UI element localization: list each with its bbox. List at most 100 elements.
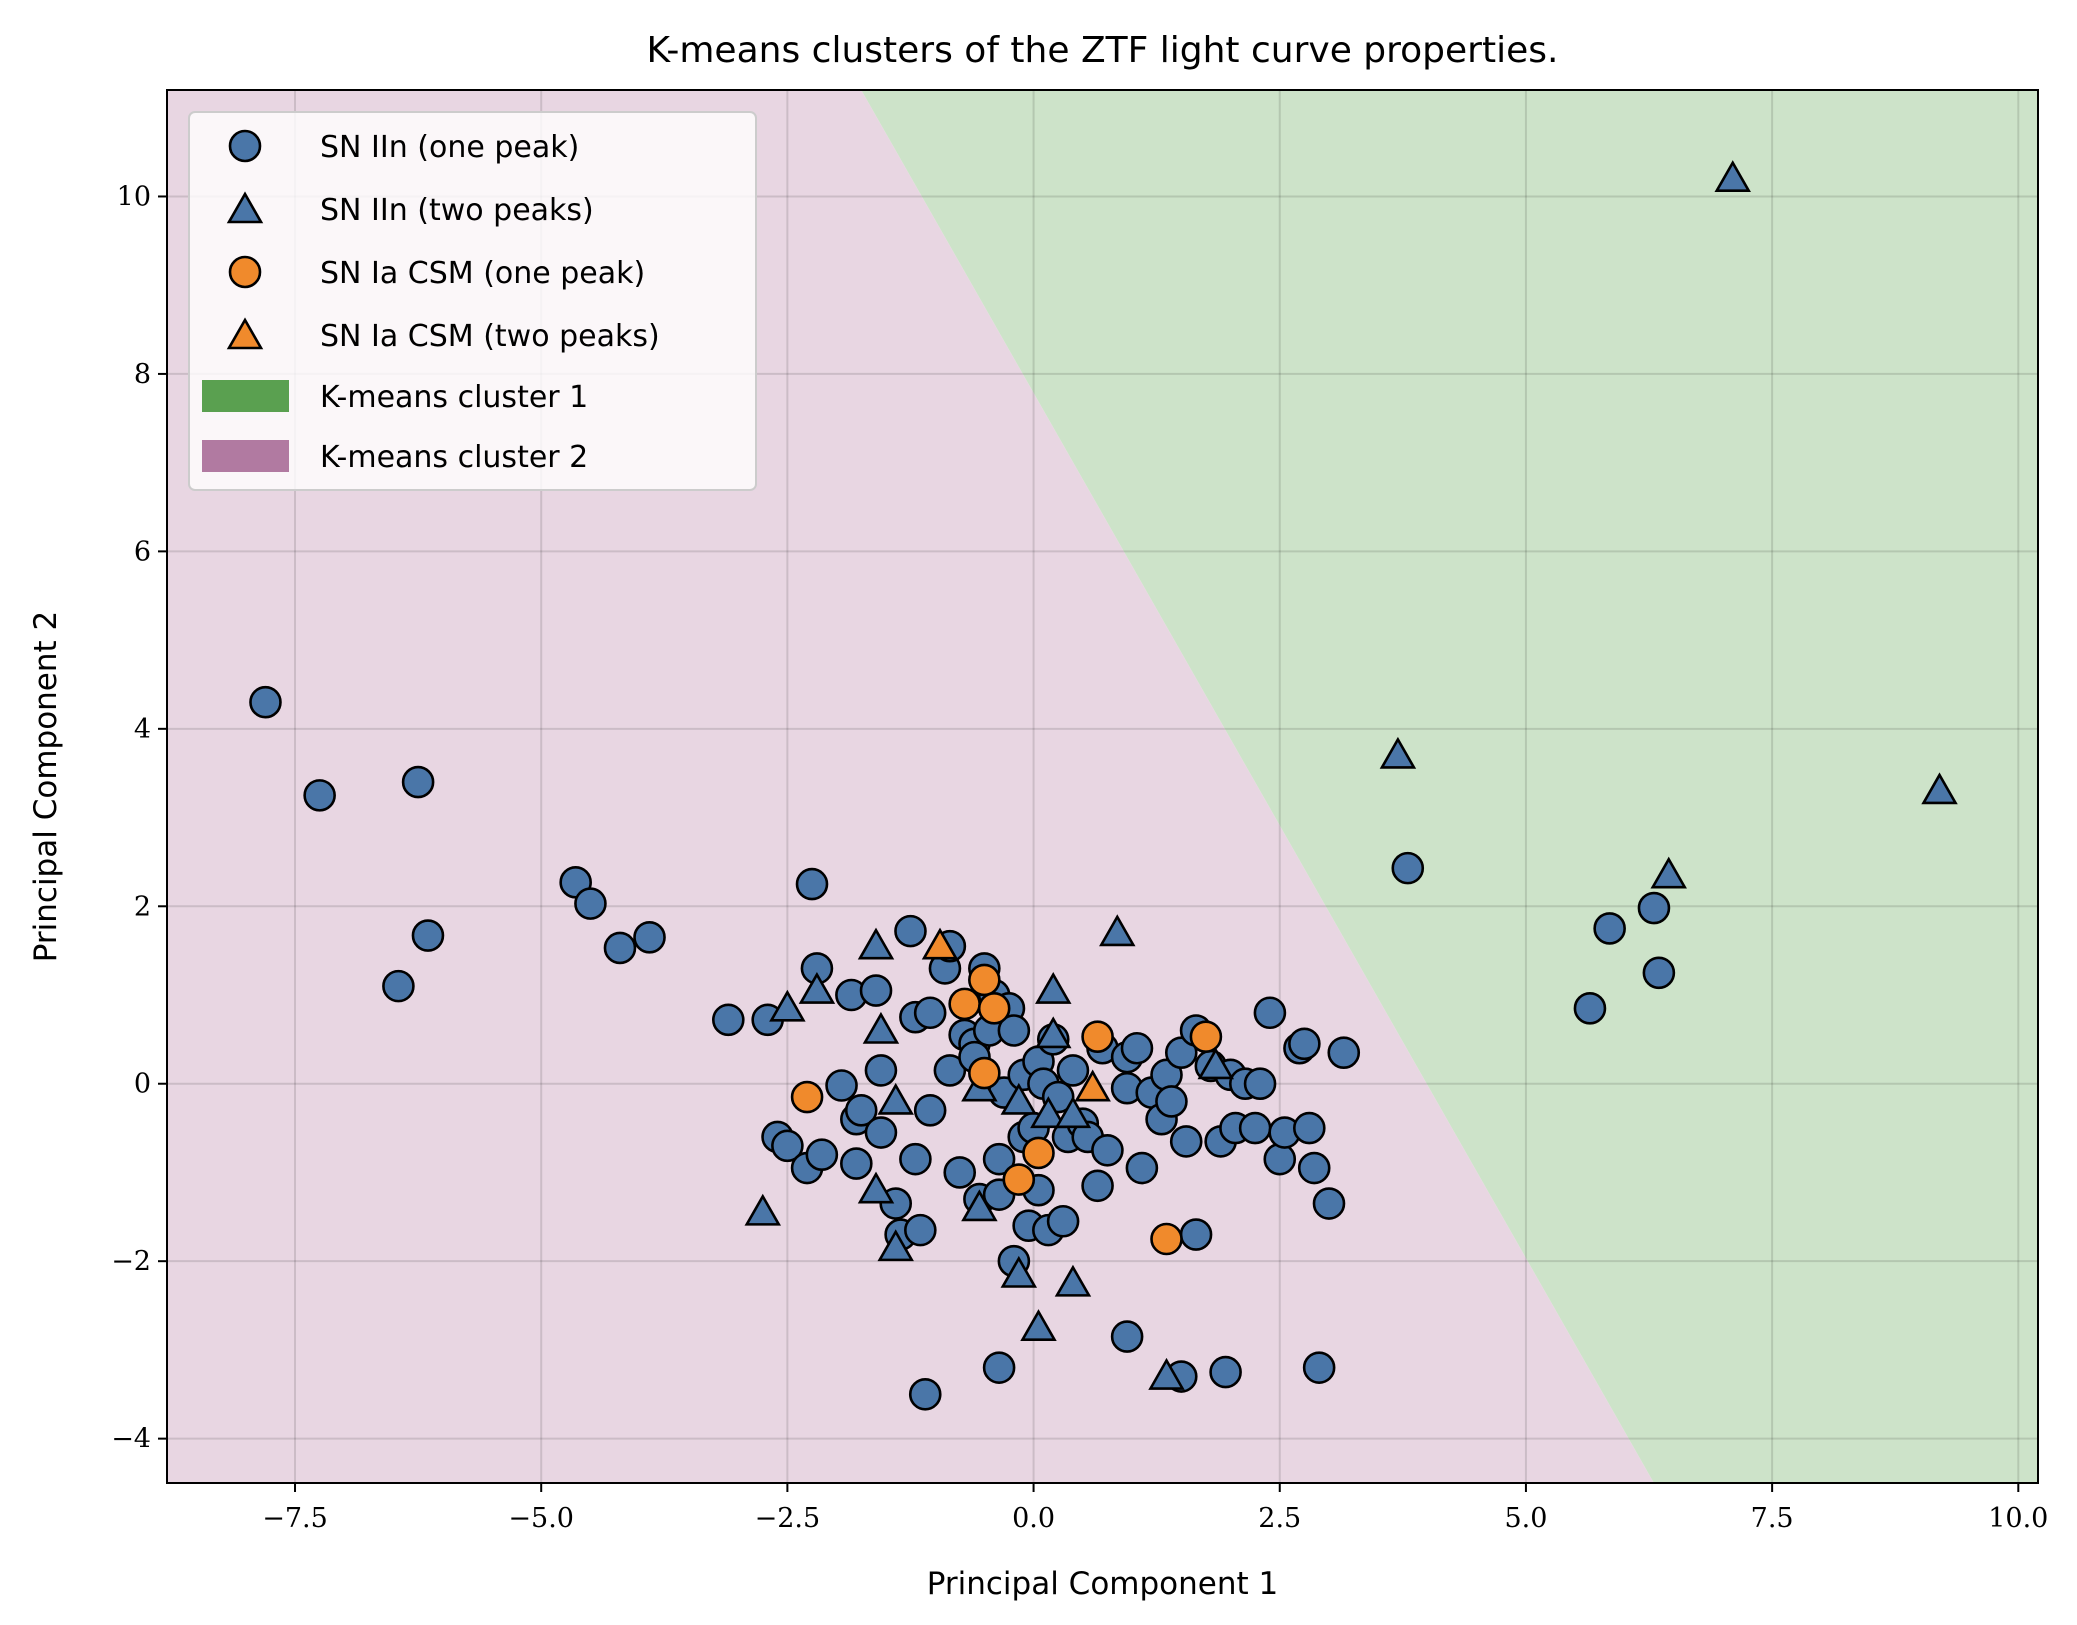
data-point <box>1081 1020 1114 1054</box>
data-point <box>844 1094 878 1127</box>
data-point <box>1312 1187 1346 1220</box>
data-point <box>1056 1054 1090 1087</box>
data-point <box>1091 1133 1124 1167</box>
data-point <box>1164 1036 1198 1069</box>
data-point <box>603 931 637 965</box>
y-tick-label: 6 <box>134 536 151 567</box>
data-point <box>1179 1218 1213 1251</box>
legend: SN IIn (one peak) SN IIn (two peaks) SN Ia… <box>188 111 757 491</box>
data-point <box>1243 1067 1277 1101</box>
data-point <box>1593 912 1626 945</box>
data-point <box>1238 1111 1272 1145</box>
x-tick-label: 10.0 <box>1988 1503 2048 1534</box>
data-point <box>1379 736 1417 769</box>
data-point <box>1035 971 1072 1004</box>
data-point <box>864 1116 898 1149</box>
data-point <box>1120 1031 1154 1065</box>
data-point <box>633 921 666 954</box>
data-point <box>1189 1020 1223 1054</box>
data-point <box>894 914 927 948</box>
data-point <box>968 963 1001 997</box>
data-point <box>1921 772 1958 805</box>
data-point <box>744 1193 782 1226</box>
x-axis: −7.5 −5.0 −2.5 0.0 2.5 5.0 7.5 10.0 <box>262 1483 2048 1534</box>
data-point <box>1000 1255 1038 1288</box>
x-tick-label: −2.5 <box>755 1503 821 1534</box>
x-axis-label: Principal Component 1 <box>927 1566 1279 1602</box>
y-axis: −4 −2 0 2 4 6 8 10 <box>111 181 167 1455</box>
data-point <box>1081 1169 1114 1203</box>
data-point <box>1099 914 1136 947</box>
data-point <box>982 1351 1016 1384</box>
data-point <box>1288 1027 1321 1061</box>
data-point <box>864 1054 898 1087</box>
data-point <box>1642 956 1676 990</box>
data-point <box>904 1213 937 1247</box>
legend-label: SN Ia CSM (one peak) <box>320 256 645 291</box>
data-point <box>1714 160 1751 193</box>
cluster-1-region <box>861 90 2038 1483</box>
legend-label: SN IIn (one peak) <box>320 130 579 165</box>
data-point <box>982 1142 1016 1176</box>
grid <box>167 90 2038 1483</box>
legend-label: SN Ia CSM (two peaks) <box>320 319 660 354</box>
data-point <box>857 1171 895 1204</box>
data-point <box>921 927 959 960</box>
plot-frame <box>166 89 2039 1484</box>
y-axis-label: Principal Component 2 <box>28 611 64 963</box>
data-point <box>943 1156 977 1189</box>
data-point <box>1209 1355 1242 1389</box>
data-point <box>1125 1151 1159 1185</box>
data-point <box>1002 1163 1036 1196</box>
data-point <box>411 919 445 952</box>
x-tick-label: 2.5 <box>1258 1503 1301 1534</box>
data-point <box>711 1003 745 1037</box>
y-tick-label: 4 <box>134 714 151 745</box>
x-tick-label: −5.0 <box>508 1503 574 1534</box>
data-point <box>798 971 836 1004</box>
data-point <box>1150 1222 1183 1256</box>
data-point <box>1292 1111 1326 1145</box>
data-point <box>913 996 947 1030</box>
x-tick-label: 5.0 <box>1504 1503 1547 1534</box>
data-point <box>790 1080 824 1114</box>
data-point <box>1046 1204 1080 1238</box>
data-point <box>877 1229 914 1262</box>
y-tick-label: 2 <box>134 891 151 922</box>
data-point <box>1253 996 1287 1030</box>
legend-marker <box>226 317 264 350</box>
data-points <box>249 160 1958 1411</box>
legend-label: K-means cluster 2 <box>320 440 588 475</box>
data-point <box>961 1189 998 1222</box>
data-point <box>997 1014 1031 1047</box>
y-tick-label: 10 <box>117 181 151 212</box>
data-point <box>825 1069 858 1102</box>
data-point <box>1155 1085 1188 1118</box>
data-point <box>574 887 607 920</box>
chart-title: K-means clusters of the ZTF light curve … <box>647 30 1559 71</box>
x-tick-label: 7.5 <box>1751 1503 1794 1534</box>
data-point <box>1327 1036 1361 1069</box>
data-point <box>1022 1136 1055 1170</box>
data-point <box>913 1094 947 1127</box>
y-tick-label: 8 <box>134 359 151 390</box>
data-point <box>1148 1357 1185 1390</box>
data-point <box>933 1054 967 1087</box>
data-point <box>1297 1151 1331 1185</box>
data-point <box>1020 1309 1057 1342</box>
y-tick-label: 0 <box>134 1069 151 1100</box>
data-point <box>1302 1351 1336 1384</box>
data-point <box>977 992 1011 1025</box>
data-point <box>1030 1096 1067 1129</box>
data-point <box>899 1142 932 1176</box>
legend-label: K-means cluster 1 <box>320 380 588 415</box>
data-point <box>1054 1096 1092 1129</box>
data-point <box>1573 992 1607 1025</box>
legend-box <box>188 111 757 491</box>
legend-marker <box>226 191 264 224</box>
data-point <box>805 1138 839 1172</box>
y-tick-label: −2 <box>111 1246 151 1277</box>
data-point <box>968 1056 1001 1090</box>
data-point <box>769 989 806 1022</box>
